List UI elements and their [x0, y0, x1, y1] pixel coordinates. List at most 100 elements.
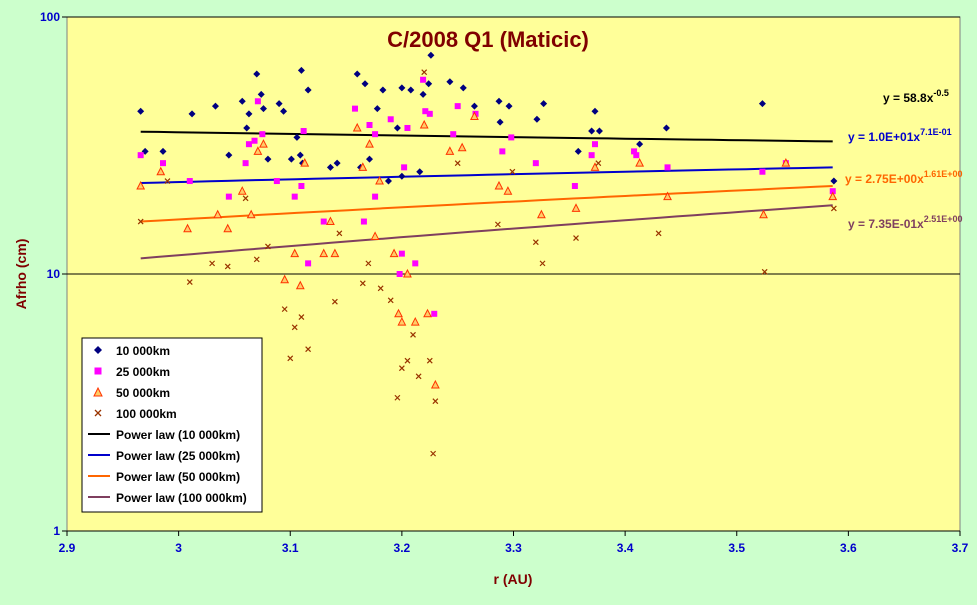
data-point-x — [365, 260, 372, 267]
legend-item-25000km: 25 000km — [94, 365, 170, 379]
data-point-square — [422, 108, 429, 115]
data-point-x — [253, 256, 260, 263]
data-point-x — [291, 324, 298, 331]
data-point-square — [396, 271, 403, 277]
data-point-triangle — [457, 142, 467, 152]
data-point-x — [415, 373, 422, 380]
data-point-diamond — [427, 51, 435, 59]
data-point-triangle — [330, 248, 340, 258]
data-point-diamond — [333, 159, 341, 167]
data-point-square — [508, 134, 515, 141]
data-point-square — [245, 141, 252, 148]
data-point-square — [300, 128, 307, 135]
x-tick-label: 3.7 — [952, 541, 969, 555]
x-tick-label: 3 — [175, 541, 182, 555]
data-point-square — [351, 105, 358, 112]
data-point-triangle — [419, 119, 429, 129]
legend-label: 100 000km — [116, 407, 177, 421]
data-point-x — [830, 205, 837, 212]
data-point-diamond — [758, 100, 766, 108]
data-point-diamond — [211, 102, 219, 110]
data-point-triangle — [280, 274, 290, 284]
data-point-triangle — [319, 248, 329, 258]
data-point-x — [331, 298, 338, 305]
y-tick-label: 1 — [53, 524, 60, 538]
data-point-triangle — [445, 146, 455, 155]
data-point-triangle — [781, 158, 791, 167]
data-point-triangle — [423, 308, 432, 318]
data-point-x — [242, 195, 249, 202]
legend-marker-square — [94, 367, 102, 375]
data-point-diamond — [574, 147, 582, 155]
legend-label: 25 000km — [116, 365, 170, 379]
data-point-square — [186, 178, 193, 185]
data-point-square — [829, 188, 836, 195]
data-point-square — [426, 110, 433, 117]
data-point-x — [209, 260, 216, 267]
data-point-diamond — [505, 102, 513, 110]
data-point-triangle — [494, 180, 504, 190]
legend-marker-x — [94, 409, 102, 417]
data-point-triangle — [223, 223, 233, 233]
data-point-x — [454, 160, 461, 167]
data-point-square — [499, 148, 506, 155]
data-point-square — [320, 218, 327, 225]
data-point-triangle — [403, 268, 412, 278]
x-tick-label: 3.6 — [840, 541, 857, 555]
data-point-square — [254, 98, 261, 105]
data-point-diamond — [830, 177, 838, 185]
data-point-x — [573, 235, 579, 241]
legend-item-10000km: 10 000km — [94, 344, 170, 358]
data-point-square — [137, 152, 144, 159]
data-point-triangle — [503, 186, 513, 195]
data-point-diamond — [419, 90, 427, 98]
legend: 10 000km 25 000km 50 000km 100 000km Pow… — [81, 337, 263, 513]
data-point-x — [377, 285, 384, 292]
data-point-square — [242, 160, 249, 167]
data-point-diamond — [446, 78, 454, 86]
data-point-triangle — [300, 158, 310, 167]
data-point-diamond — [540, 100, 548, 108]
data-point-diamond — [264, 155, 272, 163]
data-point-x — [655, 230, 662, 237]
legend-label: Power law (100 000km) — [116, 491, 247, 505]
data-point-square — [159, 160, 166, 167]
data-point-x — [137, 218, 144, 225]
data-point-triangle — [470, 111, 479, 121]
legend-label: 10 000km — [116, 344, 170, 358]
legend-label: Power law (25 000km) — [116, 449, 240, 463]
data-point-diamond — [416, 168, 424, 176]
data-point-triangle — [326, 216, 335, 226]
legend-item-trend-50000km: Power law (50 000km) — [88, 470, 240, 484]
data-point-triangle — [389, 248, 399, 258]
data-point-diamond — [296, 151, 304, 159]
data-point-x — [224, 263, 231, 270]
data-point-square — [387, 116, 394, 123]
data-point-square — [372, 193, 379, 200]
legend-label: Power law (10 000km) — [116, 428, 240, 442]
data-point-diamond — [407, 86, 415, 94]
data-point-triangle — [213, 209, 223, 219]
data-point-x — [539, 260, 546, 267]
data-point-square — [420, 76, 427, 83]
data-point-x — [287, 355, 294, 362]
data-point-triangle — [358, 162, 368, 171]
data-point-square — [631, 148, 638, 155]
data-point-layer — [136, 51, 838, 457]
data-point-diamond — [353, 70, 361, 78]
data-point-x — [164, 178, 171, 184]
data-point-square — [412, 260, 419, 267]
data-point-x — [298, 314, 305, 320]
data-point-x — [761, 268, 768, 275]
data-point-triangle — [394, 308, 403, 318]
data-point-x — [509, 168, 516, 175]
data-point-triangle — [536, 209, 546, 219]
data-point-triangle — [571, 203, 581, 212]
data-point-triangle — [828, 191, 838, 201]
data-point-diamond — [259, 105, 267, 113]
legend-item-trend-100000km: Power law (100 000km) — [88, 491, 247, 505]
chart-title: C/2008 Q1 (Maticic) — [387, 27, 589, 52]
data-point-square — [398, 250, 405, 257]
data-point-triangle — [759, 209, 768, 219]
